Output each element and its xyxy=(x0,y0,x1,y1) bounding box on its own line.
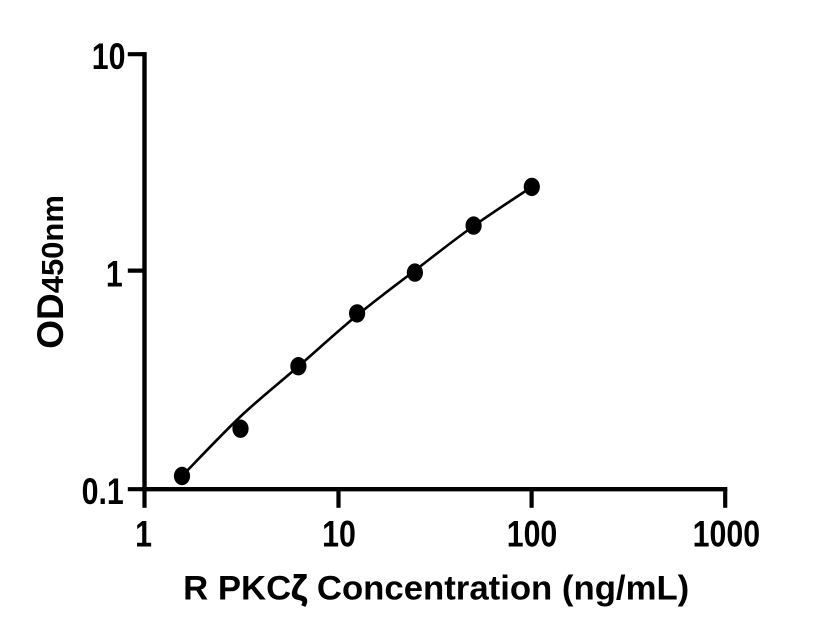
svg-text:R PKCζ Concentration (ng/mL): R PKCζ Concentration (ng/mL) xyxy=(183,570,689,608)
svg-text:1: 1 xyxy=(106,254,123,296)
svg-text:OD450nm: OD450nm xyxy=(30,195,71,349)
svg-text:10: 10 xyxy=(92,36,126,78)
svg-text:100: 100 xyxy=(507,514,558,556)
svg-text:10: 10 xyxy=(322,514,356,556)
svg-text:0.1: 0.1 xyxy=(82,471,124,513)
svg-text:1000: 1000 xyxy=(693,514,760,556)
svg-text:1: 1 xyxy=(135,514,152,556)
